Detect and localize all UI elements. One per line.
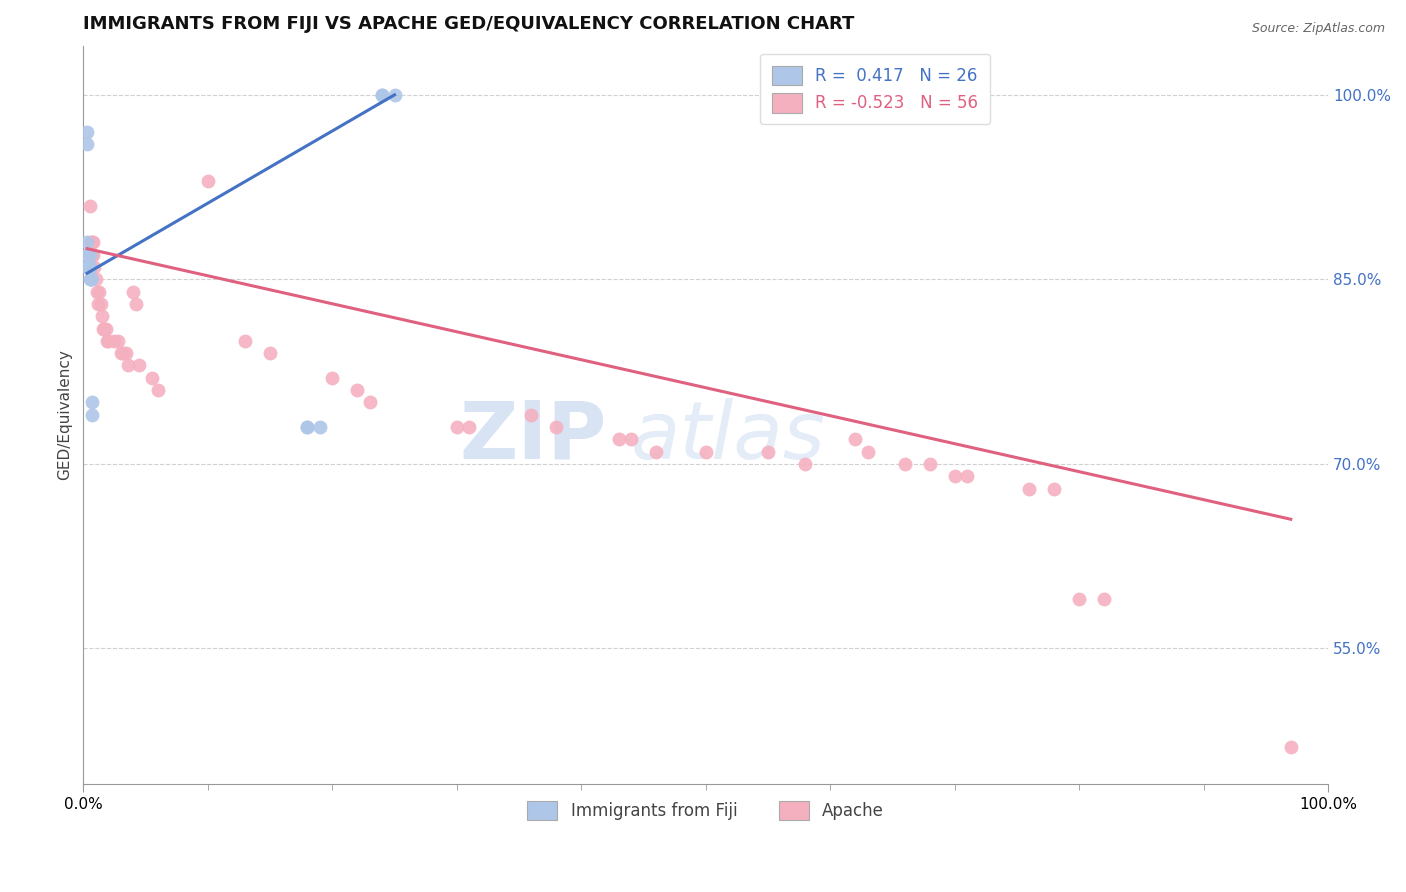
Point bbox=[645, 444, 668, 458]
Point bbox=[124, 297, 146, 311]
Point bbox=[359, 395, 381, 409]
Point bbox=[80, 248, 103, 262]
Point bbox=[107, 334, 129, 348]
Legend: Immigrants from Fiji, Apache: Immigrants from Fiji, Apache bbox=[520, 795, 891, 827]
Point bbox=[80, 235, 103, 250]
Point bbox=[76, 137, 98, 152]
Point bbox=[93, 321, 115, 335]
Text: ZIP: ZIP bbox=[458, 398, 606, 475]
Point bbox=[943, 469, 966, 483]
Point bbox=[122, 285, 145, 299]
Point bbox=[91, 310, 114, 324]
Point bbox=[371, 87, 394, 102]
Point bbox=[80, 272, 103, 286]
Point bbox=[79, 248, 101, 262]
Point bbox=[77, 260, 100, 274]
Point bbox=[79, 260, 101, 274]
Point bbox=[128, 359, 150, 373]
Point bbox=[894, 457, 917, 471]
Point bbox=[458, 420, 481, 434]
Point bbox=[297, 420, 319, 434]
Point bbox=[76, 125, 98, 139]
Point bbox=[89, 285, 111, 299]
Point bbox=[918, 457, 941, 471]
Point bbox=[259, 346, 281, 360]
Point bbox=[79, 272, 101, 286]
Point bbox=[620, 432, 643, 446]
Point bbox=[77, 260, 100, 274]
Point bbox=[80, 235, 103, 250]
Point bbox=[86, 285, 108, 299]
Point bbox=[94, 321, 117, 335]
Point bbox=[79, 260, 101, 274]
Point bbox=[80, 272, 103, 286]
Text: IMMIGRANTS FROM FIJI VS APACHE GED/EQUIVALENCY CORRELATION CHART: IMMIGRANTS FROM FIJI VS APACHE GED/EQUIV… bbox=[83, 15, 855, 33]
Point bbox=[1092, 592, 1115, 607]
Point bbox=[90, 297, 112, 311]
Point bbox=[87, 297, 110, 311]
Point bbox=[1043, 482, 1066, 496]
Point bbox=[110, 346, 132, 360]
Point bbox=[79, 260, 101, 274]
Point bbox=[96, 334, 118, 348]
Text: atlas: atlas bbox=[631, 398, 825, 475]
Point bbox=[546, 420, 568, 434]
Point bbox=[233, 334, 256, 348]
Point bbox=[371, 87, 394, 102]
Point bbox=[82, 235, 104, 250]
Point bbox=[84, 272, 107, 286]
Point bbox=[844, 432, 866, 446]
Point bbox=[76, 248, 98, 262]
Point bbox=[77, 248, 100, 262]
Point bbox=[114, 346, 136, 360]
Point bbox=[756, 444, 779, 458]
Point bbox=[82, 248, 104, 262]
Point bbox=[112, 346, 135, 360]
Point bbox=[83, 260, 105, 274]
Point bbox=[446, 420, 468, 434]
Point bbox=[80, 272, 103, 286]
Point bbox=[141, 371, 163, 385]
Point bbox=[146, 383, 169, 397]
Y-axis label: GED/Equivalency: GED/Equivalency bbox=[58, 350, 72, 480]
Point bbox=[117, 359, 139, 373]
Point bbox=[1069, 592, 1091, 607]
Point bbox=[346, 383, 368, 397]
Point bbox=[856, 444, 879, 458]
Point bbox=[520, 408, 543, 422]
Point bbox=[97, 334, 120, 348]
Point bbox=[76, 260, 98, 274]
Point bbox=[197, 174, 219, 188]
Point bbox=[308, 420, 330, 434]
Point bbox=[76, 248, 98, 262]
Point bbox=[103, 334, 125, 348]
Point bbox=[956, 469, 979, 483]
Point bbox=[77, 248, 100, 262]
Point bbox=[76, 235, 98, 250]
Point bbox=[91, 321, 114, 335]
Point bbox=[80, 395, 103, 409]
Point bbox=[1018, 482, 1040, 496]
Point bbox=[607, 432, 630, 446]
Point bbox=[794, 457, 817, 471]
Point bbox=[80, 408, 103, 422]
Point bbox=[79, 198, 101, 212]
Text: Source: ZipAtlas.com: Source: ZipAtlas.com bbox=[1251, 22, 1385, 36]
Point bbox=[695, 444, 717, 458]
Point bbox=[1279, 739, 1302, 754]
Point bbox=[384, 87, 406, 102]
Point bbox=[297, 420, 319, 434]
Point bbox=[321, 371, 343, 385]
